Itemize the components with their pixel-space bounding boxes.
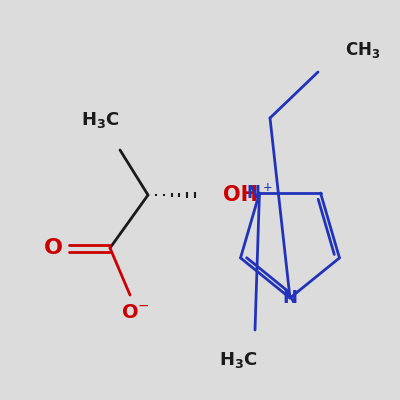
Text: N$^+$: N$^+$ [246,184,273,203]
Text: O$^{-}$: O$^{-}$ [121,304,149,322]
Text: OH: OH [223,185,258,205]
Text: $\mathregular{H_3C}$: $\mathregular{H_3C}$ [219,350,257,370]
Text: O: O [44,238,62,258]
Text: $\mathregular{CH_3}$: $\mathregular{CH_3}$ [345,40,380,60]
Text: $\mathregular{H_3}$C: $\mathregular{H_3}$C [81,110,119,130]
Text: N: N [282,289,298,307]
